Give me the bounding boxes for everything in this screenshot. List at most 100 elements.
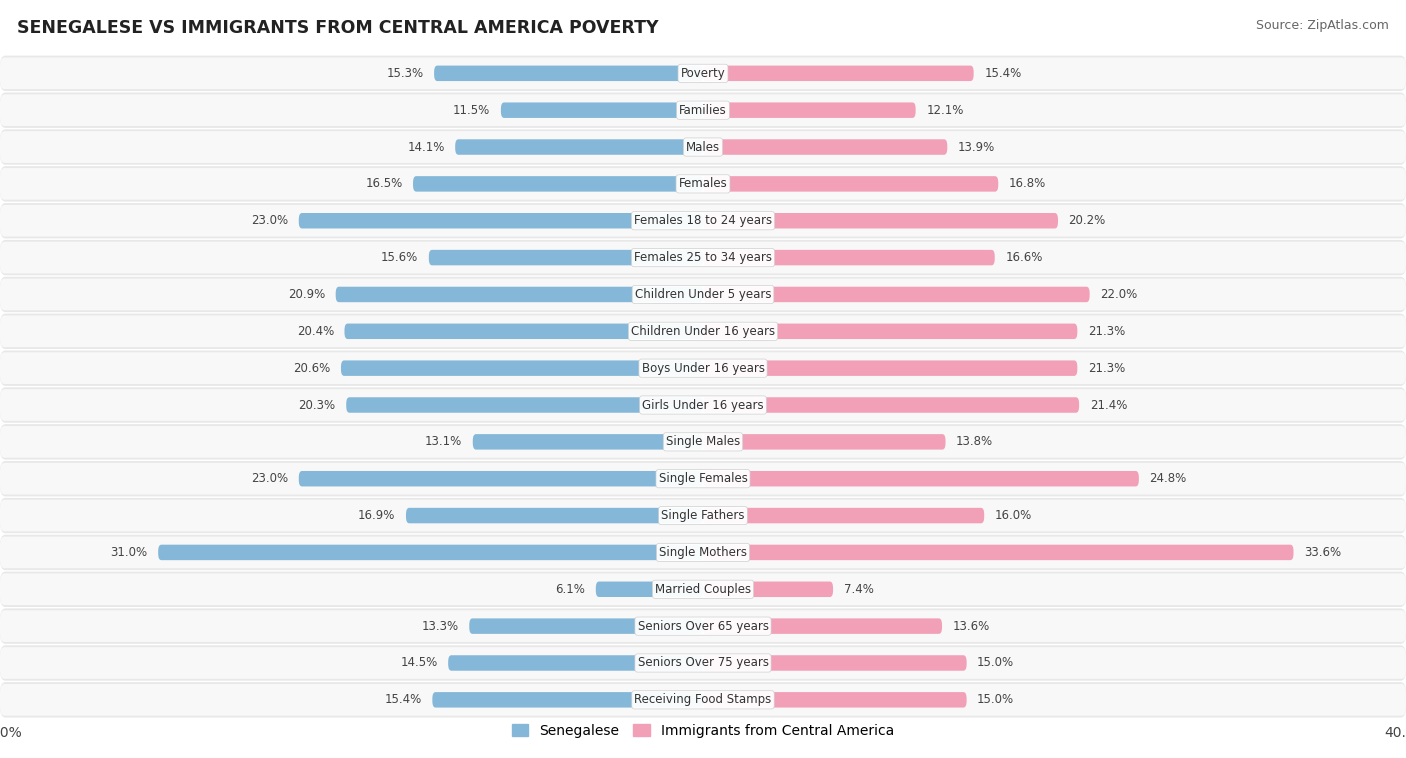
- Text: 20.3%: 20.3%: [298, 399, 336, 412]
- FancyBboxPatch shape: [0, 387, 1406, 423]
- FancyBboxPatch shape: [0, 610, 1406, 642]
- FancyBboxPatch shape: [433, 692, 703, 707]
- FancyBboxPatch shape: [0, 645, 1406, 681]
- Text: 33.6%: 33.6%: [1305, 546, 1341, 559]
- FancyBboxPatch shape: [703, 508, 984, 523]
- Text: 23.0%: 23.0%: [252, 215, 288, 227]
- Text: 7.4%: 7.4%: [844, 583, 873, 596]
- Text: Females 25 to 34 years: Females 25 to 34 years: [634, 251, 772, 264]
- Text: Source: ZipAtlas.com: Source: ZipAtlas.com: [1256, 19, 1389, 32]
- FancyBboxPatch shape: [703, 102, 915, 118]
- FancyBboxPatch shape: [0, 242, 1406, 274]
- FancyBboxPatch shape: [0, 500, 1406, 531]
- FancyBboxPatch shape: [0, 573, 1406, 605]
- Text: 16.5%: 16.5%: [366, 177, 402, 190]
- Text: Seniors Over 75 years: Seniors Over 75 years: [637, 656, 769, 669]
- Text: Families: Families: [679, 104, 727, 117]
- Text: 13.1%: 13.1%: [425, 435, 463, 449]
- Text: 24.8%: 24.8%: [1150, 472, 1187, 485]
- Text: 15.0%: 15.0%: [977, 694, 1014, 706]
- FancyBboxPatch shape: [703, 581, 832, 597]
- FancyBboxPatch shape: [0, 424, 1406, 459]
- Text: 14.5%: 14.5%: [401, 656, 437, 669]
- FancyBboxPatch shape: [0, 205, 1406, 236]
- FancyBboxPatch shape: [0, 537, 1406, 568]
- Text: Males: Males: [686, 140, 720, 154]
- FancyBboxPatch shape: [344, 324, 703, 339]
- FancyBboxPatch shape: [0, 240, 1406, 275]
- FancyBboxPatch shape: [0, 350, 1406, 386]
- FancyBboxPatch shape: [0, 463, 1406, 494]
- Text: Single Males: Single Males: [666, 435, 740, 449]
- FancyBboxPatch shape: [703, 324, 1077, 339]
- FancyBboxPatch shape: [0, 647, 1406, 679]
- FancyBboxPatch shape: [0, 534, 1406, 570]
- FancyBboxPatch shape: [0, 130, 1406, 164]
- FancyBboxPatch shape: [703, 250, 995, 265]
- FancyBboxPatch shape: [0, 168, 1406, 200]
- FancyBboxPatch shape: [0, 352, 1406, 384]
- FancyBboxPatch shape: [703, 176, 998, 192]
- FancyBboxPatch shape: [413, 176, 703, 192]
- FancyBboxPatch shape: [0, 277, 1406, 312]
- FancyBboxPatch shape: [0, 682, 1406, 718]
- FancyBboxPatch shape: [0, 94, 1406, 126]
- Text: 20.4%: 20.4%: [297, 324, 335, 338]
- Text: SENEGALESE VS IMMIGRANTS FROM CENTRAL AMERICA POVERTY: SENEGALESE VS IMMIGRANTS FROM CENTRAL AM…: [17, 19, 658, 37]
- FancyBboxPatch shape: [406, 508, 703, 523]
- FancyBboxPatch shape: [340, 360, 703, 376]
- Text: 20.6%: 20.6%: [294, 362, 330, 374]
- Text: Single Females: Single Females: [658, 472, 748, 485]
- Text: 11.5%: 11.5%: [453, 104, 491, 117]
- FancyBboxPatch shape: [0, 498, 1406, 534]
- Text: Receiving Food Stamps: Receiving Food Stamps: [634, 694, 772, 706]
- FancyBboxPatch shape: [703, 287, 1090, 302]
- FancyBboxPatch shape: [703, 397, 1080, 413]
- FancyBboxPatch shape: [0, 389, 1406, 421]
- Text: Boys Under 16 years: Boys Under 16 years: [641, 362, 765, 374]
- Text: 15.4%: 15.4%: [984, 67, 1021, 80]
- Text: 31.0%: 31.0%: [111, 546, 148, 559]
- Text: Girls Under 16 years: Girls Under 16 years: [643, 399, 763, 412]
- FancyBboxPatch shape: [434, 66, 703, 81]
- FancyBboxPatch shape: [703, 471, 1139, 487]
- Text: 16.9%: 16.9%: [359, 509, 395, 522]
- FancyBboxPatch shape: [336, 287, 703, 302]
- FancyBboxPatch shape: [703, 545, 1294, 560]
- Text: 12.1%: 12.1%: [927, 104, 963, 117]
- Text: 16.6%: 16.6%: [1005, 251, 1043, 264]
- Text: 15.0%: 15.0%: [977, 656, 1014, 669]
- Text: Single Mothers: Single Mothers: [659, 546, 747, 559]
- FancyBboxPatch shape: [0, 279, 1406, 310]
- Text: Poverty: Poverty: [681, 67, 725, 80]
- FancyBboxPatch shape: [703, 360, 1077, 376]
- FancyBboxPatch shape: [0, 314, 1406, 349]
- FancyBboxPatch shape: [0, 131, 1406, 163]
- Text: 13.8%: 13.8%: [956, 435, 993, 449]
- FancyBboxPatch shape: [501, 102, 703, 118]
- Text: Married Couples: Married Couples: [655, 583, 751, 596]
- FancyBboxPatch shape: [429, 250, 703, 265]
- FancyBboxPatch shape: [0, 572, 1406, 607]
- FancyBboxPatch shape: [0, 315, 1406, 347]
- FancyBboxPatch shape: [703, 619, 942, 634]
- FancyBboxPatch shape: [449, 655, 703, 671]
- FancyBboxPatch shape: [159, 545, 703, 560]
- Text: Females: Females: [679, 177, 727, 190]
- Text: 15.6%: 15.6%: [381, 251, 419, 264]
- FancyBboxPatch shape: [703, 139, 948, 155]
- FancyBboxPatch shape: [0, 55, 1406, 91]
- FancyBboxPatch shape: [456, 139, 703, 155]
- FancyBboxPatch shape: [0, 166, 1406, 202]
- Text: Females 18 to 24 years: Females 18 to 24 years: [634, 215, 772, 227]
- Text: 13.9%: 13.9%: [957, 140, 995, 154]
- FancyBboxPatch shape: [0, 684, 1406, 716]
- Text: 16.8%: 16.8%: [1010, 177, 1046, 190]
- Text: 13.3%: 13.3%: [422, 619, 458, 633]
- Text: 20.2%: 20.2%: [1069, 215, 1105, 227]
- Text: 15.3%: 15.3%: [387, 67, 423, 80]
- Text: 15.4%: 15.4%: [385, 694, 422, 706]
- FancyBboxPatch shape: [0, 58, 1406, 89]
- Text: 14.1%: 14.1%: [408, 140, 444, 154]
- Text: 6.1%: 6.1%: [555, 583, 585, 596]
